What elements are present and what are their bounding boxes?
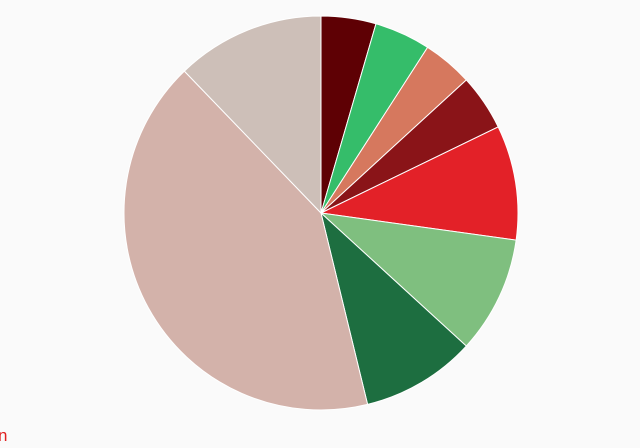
pie-slice-7: [320, 211, 467, 406]
pie-slice-6: [319, 212, 517, 347]
pie-slice-5: [319, 126, 519, 241]
legend-fragment-text: n: [0, 426, 8, 445]
pie-slice-9: [183, 15, 322, 215]
pie-slice-8: [123, 70, 369, 411]
